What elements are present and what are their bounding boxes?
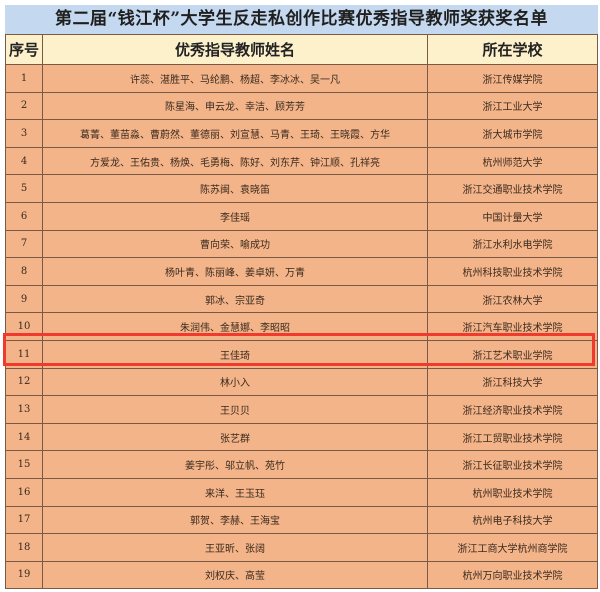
row-school: 杭州科技职业技术学院: [427, 257, 598, 286]
table-row: 9 郭冰、宗亚奇 浙江农林大学: [5, 284, 598, 314]
row-school: 杭州万向职业技术学院: [427, 560, 598, 590]
table-row: 2 陈星海、申云龙、幸洁、顾芳芳 浙江工业大学: [5, 91, 598, 121]
table-row: 3 葛菁、董苗淼、曹蔚然、董德丽、刘宣慧、马青、王琦、王晓霞、方华 浙大城市学院: [5, 119, 598, 148]
table-row: 16 来洋、王玉珏 杭州职业技术学院: [5, 477, 598, 507]
row-seq: 10: [5, 312, 43, 341]
row-seq: 17: [5, 505, 43, 535]
row-names: 许蕊、湛胜平、马纶鹏、杨超、李冰冰、吴一凡: [42, 64, 428, 93]
header-row: 序号 优秀指导教师姓名 所在学校: [5, 34, 598, 65]
table-row: 6 李佳瑶 中国计量大学: [5, 201, 598, 231]
row-school: 杭州师范大学: [427, 146, 598, 176]
row-names: 陈星海、申云龙、幸洁、顾芳芳: [42, 91, 428, 121]
row-school: 浙江长征职业技术学院: [427, 450, 598, 479]
row-names: 方爱龙、王佑贵、杨焕、毛勇梅、陈好、刘东芹、钟江顺、孔祥亮: [42, 146, 428, 176]
table-row: 19 刘权庆、高莹 杭州万向职业技术学院: [5, 560, 598, 590]
row-seq: 15: [5, 450, 43, 479]
table-row: 18 王亚昕、张阔 浙江工商大学杭州商学院: [5, 533, 598, 562]
row-school: 浙江艺术职业学院: [427, 339, 598, 369]
row-names: 曹向荣、喻成功: [42, 229, 428, 259]
row-seq: 11: [5, 339, 43, 369]
row-seq: 6: [5, 201, 43, 231]
row-school: 浙江工业大学: [427, 91, 598, 121]
table-row: 15 姜宇彤、邬立帆、苑竹 浙江长征职业技术学院: [5, 450, 598, 479]
row-seq: 13: [5, 395, 43, 424]
row-seq: 19: [5, 560, 43, 590]
row-names: 林小入: [42, 367, 428, 397]
row-seq: 1: [5, 64, 43, 93]
row-names: 王佳琦: [42, 339, 428, 369]
row-seq: 7: [5, 229, 43, 259]
row-school: 浙江交通职业技术学院: [427, 174, 598, 203]
row-seq: 14: [5, 422, 43, 452]
row-school: 中国计量大学: [427, 201, 598, 231]
row-school: 杭州电子科技大学: [427, 505, 598, 535]
row-names: 王贝贝: [42, 395, 428, 424]
row-school: 浙江汽车职业技术学院: [427, 312, 598, 341]
award-table: 序号 优秀指导教师姓名 所在学校 1 许蕊、湛胜平、马纶鹏、杨超、李冰冰、吴一凡浙…: [5, 34, 598, 590]
table-row: 8 杨叶青、陈丽峰、姜卓妍、万青 杭州科技职业技术学院: [5, 257, 598, 286]
document-title: 第二届“钱江杯”大学生反走私创作比赛优秀指导教师奖获奖名单: [5, 5, 598, 34]
row-seq: 4: [5, 146, 43, 176]
header-names: 优秀指导教师姓名: [42, 34, 428, 65]
header-school: 所在学校: [427, 34, 598, 65]
row-names: 张艺群: [42, 422, 428, 452]
table-row: 12 林小入 浙江科技大学: [5, 367, 598, 397]
row-names: 刘权庆、高莹: [42, 560, 428, 590]
table-row: 7 曹向荣、喻成功 浙江水利水电学院: [5, 229, 598, 259]
table-row: 5 陈苏闽、袁晓笛 浙江交通职业技术学院: [5, 174, 598, 203]
row-school: 浙江工贸职业技术学院: [427, 422, 598, 452]
row-school: 浙江传媒学院: [427, 64, 598, 93]
table-row: 10 朱润伟、金慧娜、李昭昭 浙江汽车职业技术学院: [5, 312, 598, 341]
row-seq: 18: [5, 533, 43, 562]
row-seq: 5: [5, 174, 43, 203]
row-names: 杨叶青、陈丽峰、姜卓妍、万青: [42, 257, 428, 286]
row-school: 浙江工商大学杭州商学院: [427, 533, 598, 562]
row-names: 来洋、王玉珏: [42, 477, 428, 507]
row-school: 浙江水利水电学院: [427, 229, 598, 259]
row-seq: 2: [5, 91, 43, 121]
row-school: 浙江经济职业技术学院: [427, 395, 598, 424]
row-names: 李佳瑶: [42, 201, 428, 231]
row-names: 郭冰、宗亚奇: [42, 284, 428, 314]
table-row: 1 许蕊、湛胜平、马纶鹏、杨超、李冰冰、吴一凡 浙江传媒学院: [5, 64, 598, 93]
table-row: 14 张艺群 浙江工贸职业技术学院: [5, 422, 598, 452]
award-list: 第二届“钱江杯”大学生反走私创作比赛优秀指导教师奖获奖名单 序号 优秀指导教师姓…: [5, 5, 598, 590]
row-school: 杭州职业技术学院: [427, 477, 598, 507]
table-row: 13 王贝贝 浙江经济职业技术学院: [5, 395, 598, 424]
row-names: 陈苏闽、袁晓笛: [42, 174, 428, 203]
row-school: 浙江农林大学: [427, 284, 598, 314]
header-seq: 序号: [5, 34, 43, 65]
row-names: 姜宇彤、邬立帆、苑竹: [42, 450, 428, 479]
row-seq: 9: [5, 284, 43, 314]
table-row: 4 方爱龙、王佑贵、杨焕、毛勇梅、陈好、刘东芹、钟江顺、孔祥亮 杭州师范大学: [5, 146, 598, 176]
row-names: 郭贺、李赫、王海宝: [42, 505, 428, 535]
row-seq: 16: [5, 477, 43, 507]
row-names: 王亚昕、张阔: [42, 533, 428, 562]
row-seq: 8: [5, 257, 43, 286]
row-names: 朱润伟、金慧娜、李昭昭: [42, 312, 428, 341]
row-names: 葛菁、董苗淼、曹蔚然、董德丽、刘宣慧、马青、王琦、王晓霞、方华: [42, 119, 428, 148]
row-school: 浙江科技大学: [427, 367, 598, 397]
row-seq: 3: [5, 119, 43, 148]
table-row: 11 王佳琦 浙江艺术职业学院: [5, 339, 598, 369]
row-school: 浙大城市学院: [427, 119, 598, 148]
table-row: 17 郭贺、李赫、王海宝 杭州电子科技大学: [5, 505, 598, 535]
row-seq: 12: [5, 367, 43, 397]
